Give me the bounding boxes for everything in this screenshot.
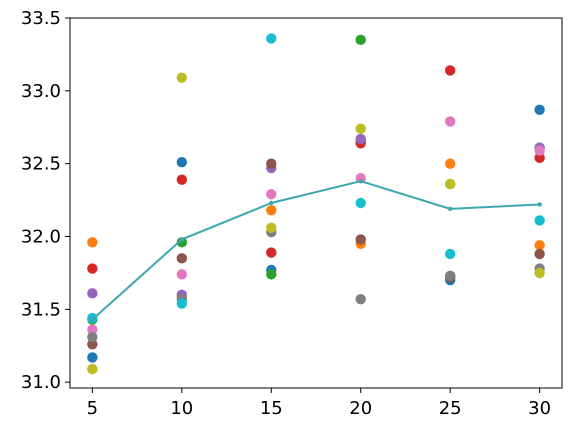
data-point [266, 269, 277, 280]
data-point [534, 267, 545, 279]
data-point [444, 116, 456, 127]
data-point [87, 237, 98, 248]
data-point [266, 158, 277, 169]
mean-line [91, 180, 540, 321]
data-point [355, 34, 366, 46]
data-point [444, 178, 456, 190]
data-point [176, 157, 188, 168]
data-point [444, 65, 456, 76]
y-tick-label: 33.0 [21, 81, 61, 102]
data-point [355, 234, 366, 245]
data-point [87, 352, 98, 363]
x-tick-label: 10 [170, 398, 193, 419]
x-tick-label: 5 [87, 398, 98, 419]
y-tick-label: 32.0 [21, 227, 61, 248]
y-tick-label: 33.5 [21, 8, 61, 29]
plot-area [87, 33, 545, 375]
y-tick-label: 31.5 [21, 299, 61, 320]
data-point [355, 197, 366, 209]
data-point [87, 363, 98, 375]
data-point [266, 247, 277, 258]
data-point [176, 298, 188, 309]
data-point [534, 104, 545, 115]
mean-line-marker [179, 237, 185, 242]
x-tick-label: 30 [528, 398, 551, 419]
data-point [355, 133, 366, 145]
data-point [87, 263, 98, 274]
data-point [355, 123, 366, 134]
data-point [534, 215, 545, 226]
y-tick-label: 32.5 [21, 154, 61, 175]
data-point [266, 189, 277, 200]
data-point [87, 288, 98, 299]
data-point [266, 222, 277, 233]
x-tick-label: 25 [439, 398, 462, 419]
x-axis: 5 10 15 20 25 30 [87, 388, 551, 419]
data-point [176, 237, 188, 248]
data-point [534, 145, 545, 156]
data-point [176, 269, 188, 280]
data-point [444, 270, 456, 282]
data-point [87, 339, 98, 350]
data-point [534, 248, 545, 260]
data-point [87, 324, 98, 335]
data-point [266, 205, 277, 216]
x-tick-label: 15 [260, 398, 283, 419]
mean-line-marker [537, 202, 542, 207]
data-point [444, 248, 456, 260]
data-point [87, 331, 98, 343]
axes-frame [69, 17, 563, 389]
x-tick-label: 20 [349, 398, 372, 419]
data-point [176, 174, 188, 185]
data-point [534, 152, 545, 164]
mean-line-marker [447, 206, 453, 212]
mean-line-marker [269, 200, 274, 206]
mean-line-marker [358, 178, 363, 184]
data-point [266, 33, 277, 44]
data-point [176, 253, 188, 264]
y-axis: 31.0 31.5 32.0 32.5 33.0 33.5 [21, 8, 70, 393]
data-point [444, 158, 456, 169]
y-tick-label: 31.0 [21, 372, 61, 393]
data-point [534, 240, 545, 251]
mean-line-marker [90, 317, 95, 322]
data-point [355, 293, 366, 305]
data-point [176, 72, 188, 83]
